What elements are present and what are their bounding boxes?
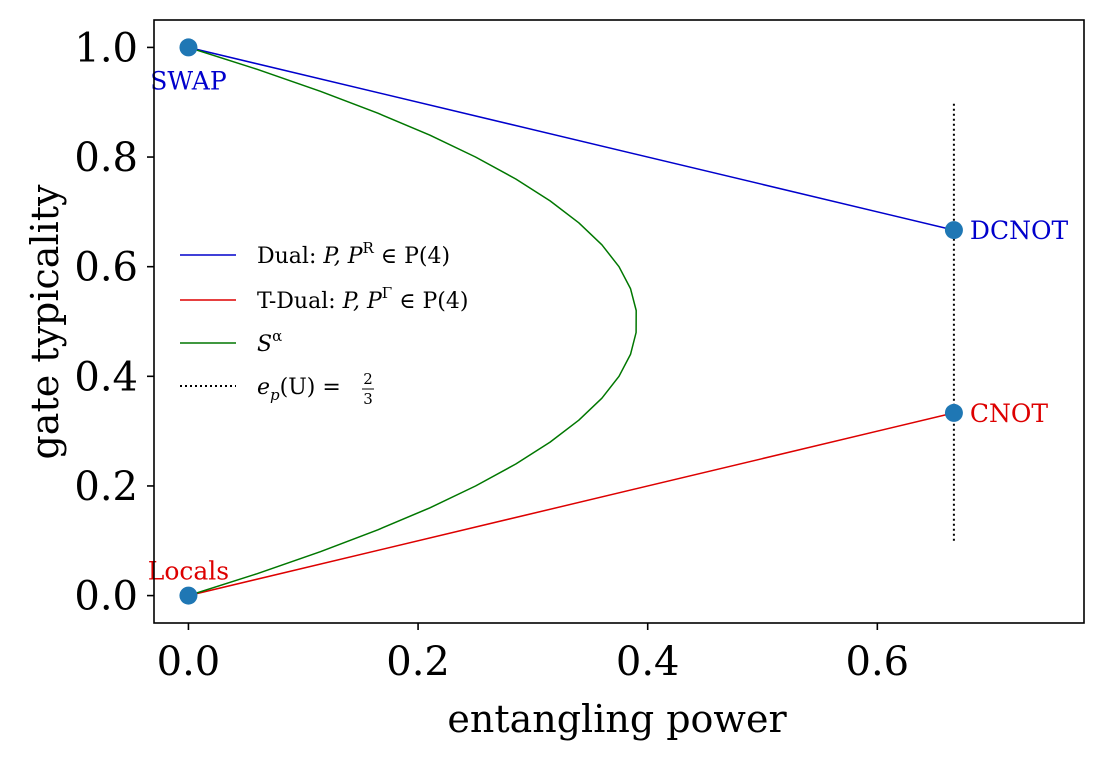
series-layer <box>188 46 955 597</box>
marker-layer <box>179 38 963 605</box>
legend-fraction-denominator: 3 <box>363 390 373 408</box>
y-tick-label: 0.4 <box>74 354 138 400</box>
x-tick-label: 0.0 <box>157 639 221 685</box>
y-axis-label: gate typicality <box>23 184 67 460</box>
point-label-cnot: CNOT <box>970 399 1048 428</box>
point-label-swap: SWAP <box>150 66 226 95</box>
x-tick-label: 0.6 <box>846 639 910 685</box>
y-tick-label: 0.2 <box>74 464 138 510</box>
marker-cnot <box>944 403 963 422</box>
marker-dcnot <box>944 221 963 240</box>
x-tick-label: 0.2 <box>386 639 450 685</box>
legend-label-3: Sα <box>257 327 282 357</box>
series-line-2 <box>188 412 955 597</box>
legend-label-4: ep(U) = <box>257 375 341 404</box>
legend-fraction: 23 <box>362 370 374 408</box>
y-tick-label: 0.0 <box>74 574 138 620</box>
y-tick-label: 1.0 <box>74 25 138 71</box>
x-tick-label: 0.4 <box>616 639 680 685</box>
legend-label-2: T-Dual: P, PΓ ∈ P(4) <box>257 284 468 314</box>
x-axis-label: entangling power <box>447 697 787 741</box>
legend: Dual: P, PR ∈ P(4) T-Dual: P, PΓ ∈ P(4) Sα… <box>180 239 468 408</box>
point-label-layer: SWAP Locals DCNOT CNOT <box>148 66 1069 585</box>
series-line-3 <box>188 46 637 597</box>
point-label-dcnot: DCNOT <box>970 216 1069 245</box>
y-tick-label: 0.8 <box>74 135 138 181</box>
plot-frame <box>153 19 1085 624</box>
marker-locals <box>179 586 198 605</box>
point-label-locals: Locals <box>148 557 229 586</box>
legend-label-1: Dual: P, PR ∈ P(4) <box>257 239 450 269</box>
marker-swap <box>179 38 198 57</box>
series-line-1 <box>188 46 955 231</box>
x-axis: 0.0 0.2 0.4 0.6 <box>157 623 910 685</box>
y-axis: 0.0 0.2 0.4 0.6 0.8 1.0 <box>74 25 154 620</box>
legend-fraction-numerator: 2 <box>363 370 373 388</box>
y-tick-label: 0.6 <box>74 245 138 291</box>
